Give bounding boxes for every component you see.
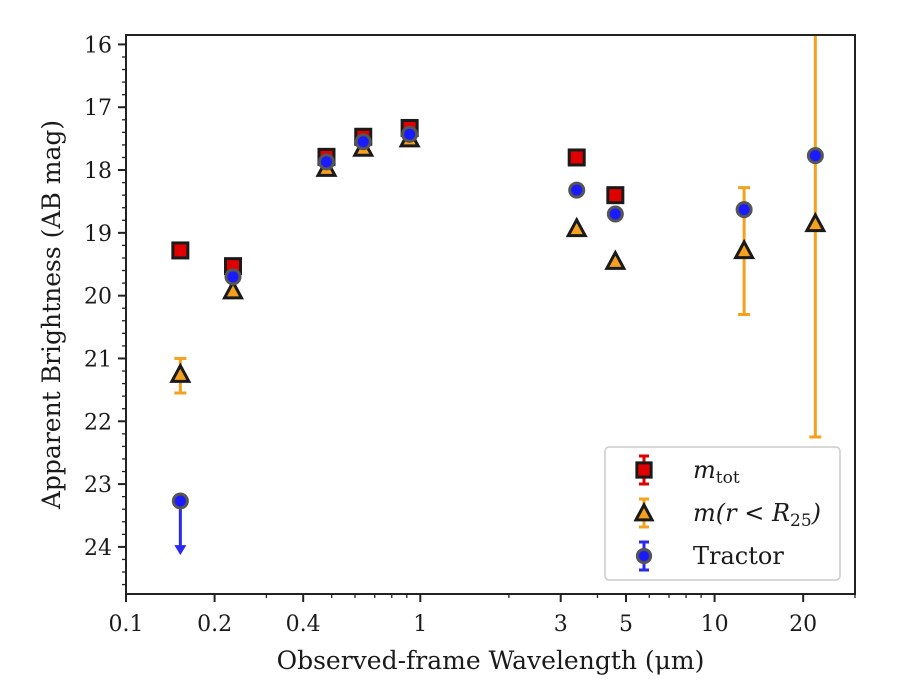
y-tick-label: 18	[84, 159, 112, 184]
circle-point	[568, 181, 586, 199]
x-tick-label: 20	[789, 612, 817, 637]
y-tick-label: 23	[84, 473, 112, 498]
x-axis-label: Observed-frame Wavelength (μm)	[277, 646, 705, 675]
y-axis-label: Apparent Brightness (AB mag)	[37, 120, 66, 510]
y-tick-label: 20	[84, 285, 112, 310]
legend-square-marker	[635, 461, 653, 479]
x-tick-label: 10	[701, 612, 729, 637]
x-tick-label: 1	[413, 612, 427, 637]
square-point	[606, 186, 625, 205]
square-point	[171, 241, 190, 260]
axis-ticks: 0.1 0.2 0.4 1 3 5 10 20 16 17 18 19 20 21 22 23 24	[84, 33, 856, 637]
circle-point	[171, 492, 189, 510]
circle-point	[317, 153, 335, 171]
plot-frame	[125, 34, 856, 595]
triangle-point	[221, 278, 245, 300]
data-marks	[169, 35, 827, 556]
upper-limit-arrowhead	[174, 545, 187, 556]
triangle-point	[565, 216, 588, 238]
y-tick-label: 24	[84, 536, 112, 561]
x-tick-label: 0.2	[197, 612, 232, 637]
circle-point	[606, 205, 624, 223]
triangle-point	[169, 362, 192, 383]
legend-box	[604, 446, 841, 581]
legend-entry-label: m(r < R25)	[693, 499, 821, 531]
x-tick-label: 3	[554, 612, 568, 637]
triangle-point	[733, 238, 756, 260]
y-tick-label: 22	[84, 410, 112, 435]
y-tick-label: 16	[84, 33, 112, 58]
x-tick-label: 0.1	[109, 612, 144, 637]
circle-point	[806, 147, 824, 165]
legend-entry-label: Tractor	[693, 542, 784, 570]
triangle-point	[604, 249, 627, 270]
legend-entry-label: mtot	[693, 456, 740, 488]
x-tick-label: 5	[619, 612, 633, 637]
legend-circle-marker	[635, 547, 653, 565]
square-point	[567, 148, 586, 167]
circle-point	[354, 133, 372, 151]
circle-point	[735, 201, 753, 219]
y-tick-label: 19	[84, 222, 112, 247]
x-tick-label: 0.4	[286, 612, 321, 637]
legend-triangle-marker	[633, 501, 655, 522]
y-tick-label: 17	[84, 96, 112, 121]
circle-point	[401, 125, 419, 143]
triangle-point	[804, 211, 827, 233]
legend: mtot m(r < R25) Tractor	[604, 446, 841, 581]
y-tick-label: 21	[84, 347, 112, 372]
circle-point	[224, 268, 242, 286]
